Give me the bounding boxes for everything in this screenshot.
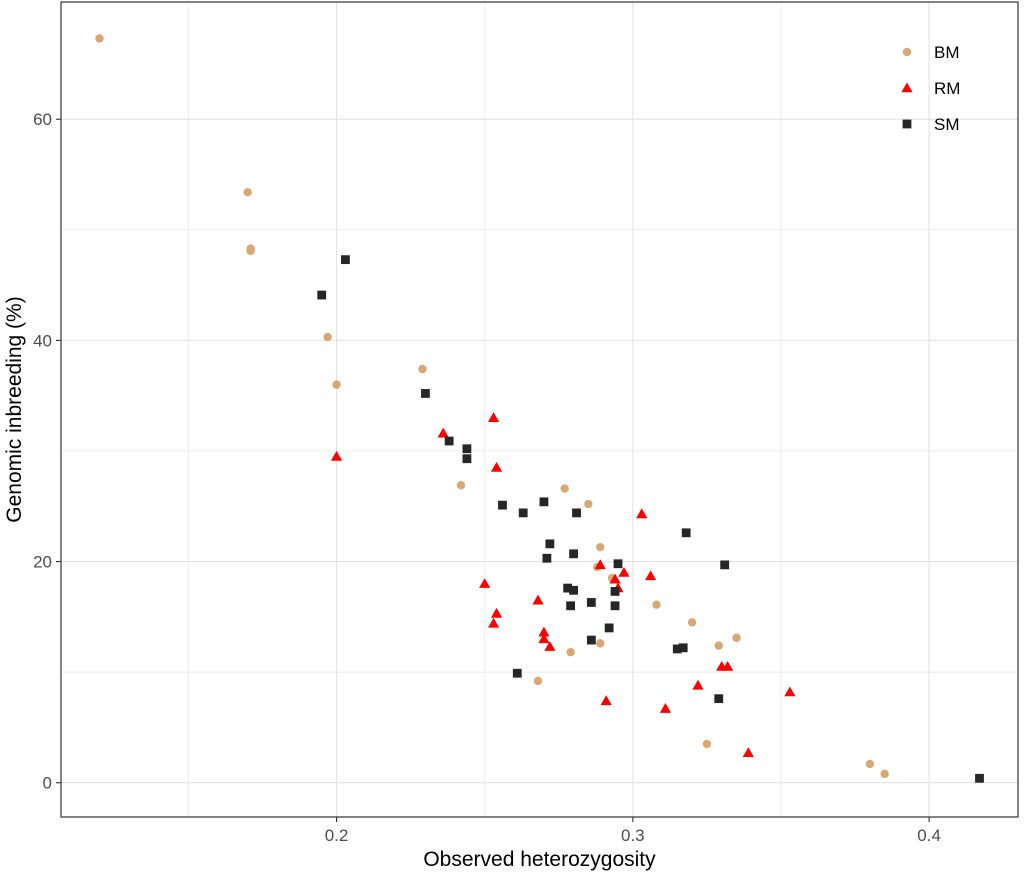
data-point-sm: [512, 668, 522, 678]
data-point-sm: [569, 549, 578, 559]
data-point-rm: [544, 641, 556, 651]
data-point-bm: [418, 364, 427, 374]
data-point-bm: [95, 34, 104, 43]
data-point-rm: [645, 570, 657, 581]
data-point-bm: [533, 676, 543, 686]
data-point-rm: [487, 617, 500, 628]
data-point-rm: [692, 679, 704, 690]
data-point-sm: [421, 389, 430, 398]
legend-label-sm: SM: [934, 115, 960, 134]
data-point-sm: [672, 644, 682, 654]
x-axis-ticks: 0.2 0.3 0.4: [325, 817, 941, 845]
data-point-sm: [610, 601, 620, 611]
data-point-bm: [596, 639, 605, 648]
data-point-sm: [341, 255, 350, 265]
data-point-sm: [462, 444, 472, 454]
data-point-rm: [538, 626, 550, 637]
data-point-bm: [865, 759, 875, 769]
y-axis-title: Genomic inbreeding (%): [3, 296, 26, 522]
data-point-sm: [610, 587, 620, 596]
minor-grid: [61, 2, 1018, 817]
y-tick-label: 20: [33, 553, 52, 572]
x-tick-label: 0.2: [325, 826, 349, 845]
data-point-rm: [487, 412, 500, 422]
data-point-bm: [332, 380, 341, 389]
data-point-sm: [569, 585, 578, 595]
data-point-sm: [542, 553, 552, 563]
data-point-sm: [498, 500, 507, 510]
legend-key-sm: [902, 119, 912, 129]
data-point-sm: [444, 436, 454, 446]
data-point-rm: [532, 594, 544, 605]
data-point-sm: [518, 508, 528, 518]
data-point-bm: [732, 633, 741, 643]
data-point-bm: [456, 481, 466, 490]
data-point-sm: [317, 290, 327, 300]
data-point-rm: [437, 427, 449, 438]
data-point-sm: [566, 601, 576, 611]
data-point-bm: [566, 648, 575, 657]
data-point-bm: [246, 246, 255, 256]
legend-label-rm: RM: [934, 79, 960, 98]
data-point-sm: [975, 773, 984, 783]
y-tick-label: 40: [33, 331, 52, 350]
data-point-rm: [659, 703, 672, 713]
data-point-sm: [720, 560, 730, 570]
data-point-sm: [586, 598, 596, 607]
legend: BM RM SM: [901, 43, 960, 134]
data-point-bm: [880, 769, 889, 779]
panel-background: [61, 2, 1018, 817]
data-point-sm: [462, 454, 472, 464]
data-point-rm: [538, 633, 550, 644]
data-points: [95, 34, 984, 783]
data-point-bm: [243, 188, 252, 197]
legend-key-bm: [902, 47, 912, 57]
data-point-bm: [596, 542, 605, 552]
data-point-bm: [687, 618, 697, 627]
data-point-bm: [560, 484, 569, 493]
data-point-sm: [539, 497, 549, 507]
data-point-rm: [490, 461, 503, 472]
data-point-sm: [681, 528, 691, 538]
data-point-sm: [678, 643, 688, 653]
data-point-bm: [323, 332, 332, 342]
data-point-bm: [714, 641, 723, 650]
y-tick-label: 60: [33, 110, 52, 129]
data-point-rm: [594, 559, 606, 570]
x-tick-label: 0.3: [621, 826, 645, 845]
data-point-rm: [609, 573, 621, 584]
y-tick-label: 0: [43, 774, 52, 793]
data-point-sm: [586, 635, 596, 645]
data-point-rm: [490, 607, 503, 618]
data-point-bm: [702, 739, 712, 749]
data-point-rm: [742, 747, 754, 758]
data-point-rm: [784, 686, 796, 697]
legend-label-bm: BM: [934, 43, 960, 62]
data-point-rm: [618, 567, 630, 577]
data-point-sm: [604, 623, 614, 633]
major-grid: [61, 2, 1018, 817]
data-point-sm: [572, 508, 581, 518]
data-point-sm: [613, 559, 623, 569]
data-point-bm: [584, 499, 593, 509]
data-point-sm: [563, 583, 573, 593]
data-point-rm: [600, 695, 612, 706]
data-point-rm: [330, 450, 343, 461]
panel-border: [60, 1, 1019, 818]
legend-key-rm: [901, 82, 913, 93]
data-point-sm: [545, 539, 555, 549]
x-axis-title: Observed heterozygosity: [423, 848, 656, 871]
data-point-rm: [722, 661, 734, 671]
data-point-sm: [714, 694, 724, 704]
data-point-rm: [636, 508, 648, 519]
data-point-bm: [652, 600, 661, 609]
data-point-rm: [479, 578, 491, 588]
x-tick-label: 0.4: [917, 826, 941, 845]
y-axis-ticks: 0 20 40 60: [33, 110, 61, 793]
